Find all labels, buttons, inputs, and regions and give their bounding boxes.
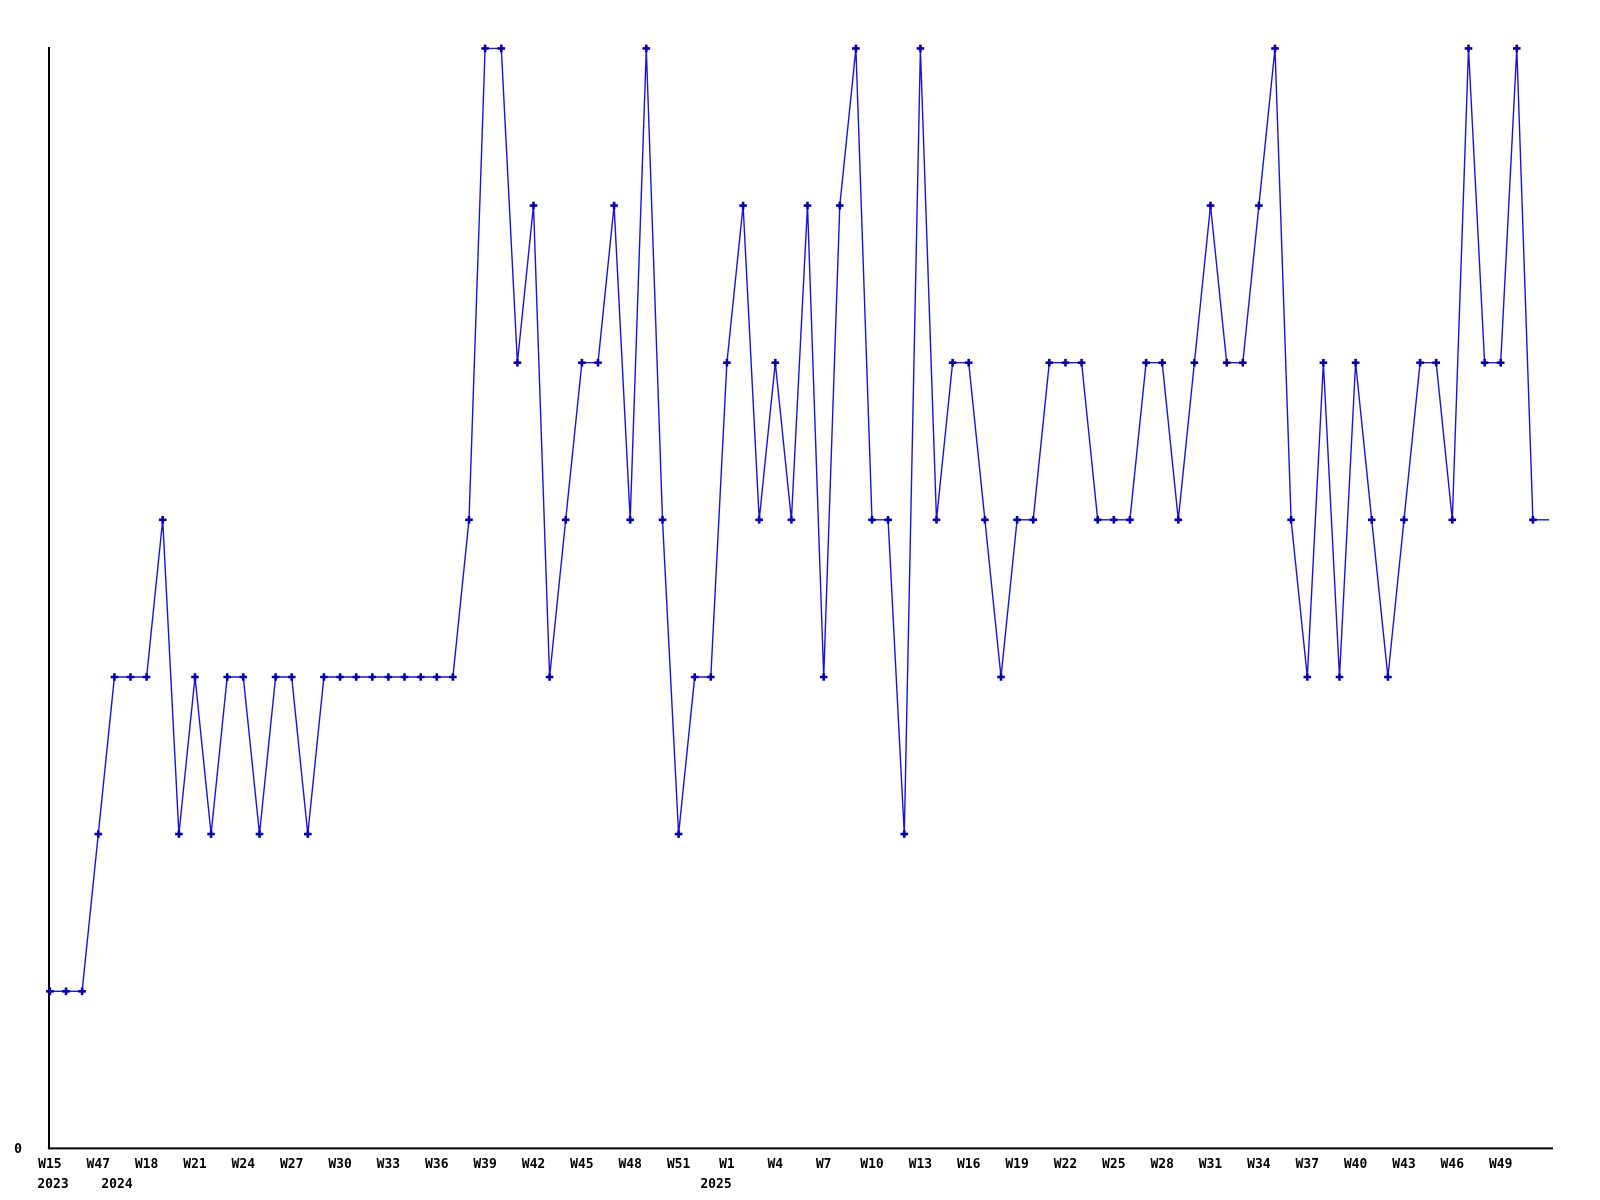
year-label-2023: 2023 [37,1177,68,1192]
x-axis-tick-label: W21 [183,1157,207,1172]
x-axis-tick-label: W42 [522,1157,545,1172]
axis-labels: 0 W15 W47 W18 W21 W24 W27 W30 W33 W36 W39 W42 W45 W48… [14,1142,1512,1192]
x-axis-tick-label: W31 [1199,1157,1223,1172]
x-axis-tick-label: W22 [1054,1157,1077,1172]
x-axis-tick-label: W34 [1247,1157,1271,1172]
x-axis-tick-label: W40 [1344,1157,1368,1172]
x-axis-tick-label: W27 [280,1157,303,1172]
x-axis-tick-label: W16 [957,1157,981,1172]
series-line-group [46,44,1550,996]
x-axis-tick-label: W47 [87,1157,110,1172]
x-axis-tick-label: W25 [1102,1157,1125,1172]
x-axis-tick-label: W39 [473,1157,496,1172]
x-axis-tick-label: W49 [1489,1157,1512,1172]
x-axis-tick-label: W45 [570,1157,593,1172]
x-axis-tick-label: W15 [38,1157,61,1172]
x-axis-tick-label: W36 [425,1157,449,1172]
x-axis-tick-label: W48 [618,1157,642,1172]
data-point-markers [46,44,1537,996]
x-axis-tick-label: W46 [1441,1157,1465,1172]
x-axis-tick-label: W13 [909,1157,932,1172]
x-axis-tick-label: W19 [1005,1157,1028,1172]
x-axis-tick-label: W51 [667,1157,691,1172]
x-axis-tick-label: W18 [135,1157,159,1172]
x-axis-tick-label: W43 [1392,1157,1415,1172]
year-label-2024: 2024 [101,1177,132,1192]
x-axis-tick-label: W30 [328,1157,352,1172]
x-axis-tick-label: W33 [377,1157,400,1172]
x-axis-tick-label: W28 [1150,1157,1174,1172]
x-axis-tick-label: W24 [232,1157,256,1172]
x-axis-tick-label: W4 [767,1157,783,1172]
x-axis-tick-label: W10 [860,1157,884,1172]
x-axis-tick-label: W7 [816,1157,832,1172]
series-line [49,47,1550,992]
year-label-2025: 2025 [700,1177,731,1192]
y-axis-zero-label: 0 [14,1142,22,1157]
x-axis-tick-label: W37 [1296,1157,1319,1172]
x-axis-tick-label: W1 [719,1157,735,1172]
axes [47,47,1553,1150]
